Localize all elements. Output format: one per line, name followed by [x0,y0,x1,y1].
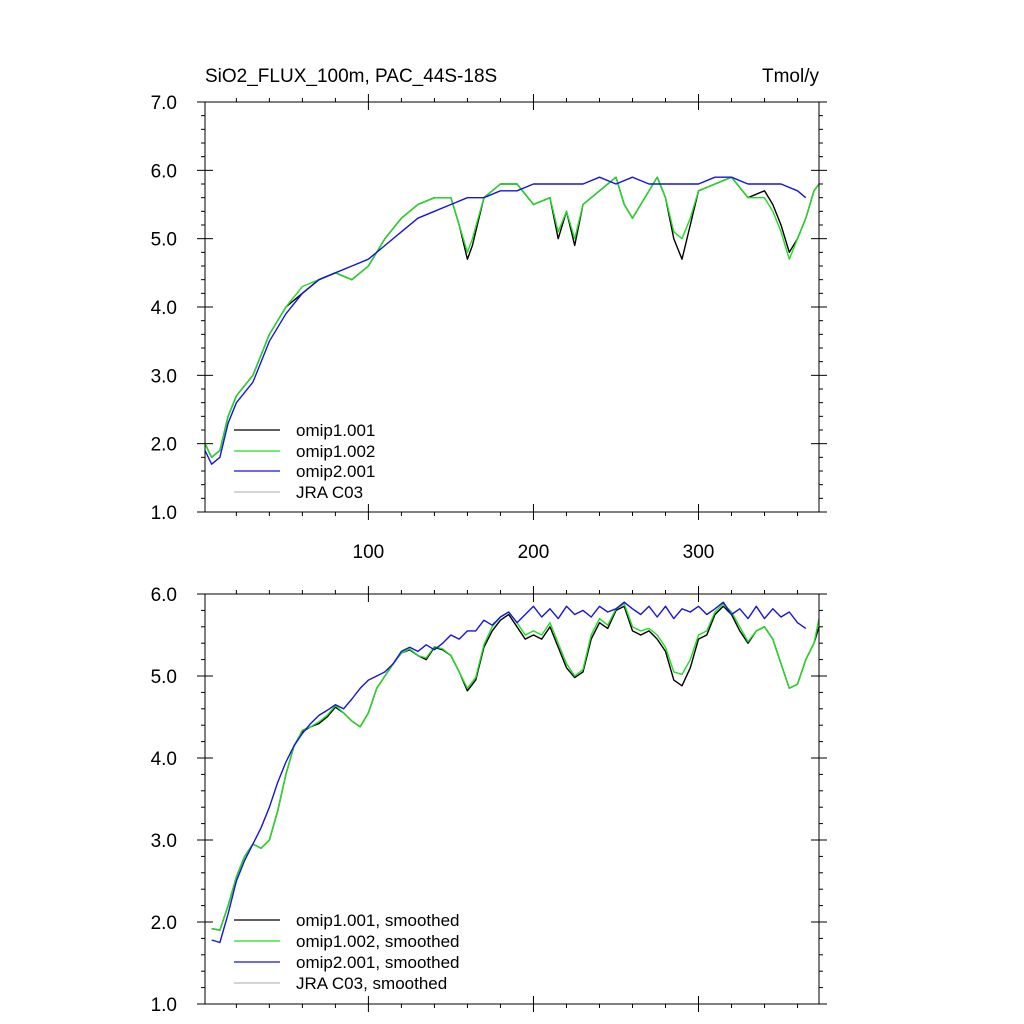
series-line-omip1-002-smoothed [211,603,820,931]
legend-label-omip1-002-smoothed: omip1.002, smoothed [296,932,460,951]
top-y-tick-labels: 1.0 2.0 3.0 4.0 5.0 6.0 7.0 [151,93,177,524]
legend-label-jra-c03-smoothed: JRA C03, smoothed [296,974,447,993]
series-line-omip2-001 [204,176,807,465]
y-tick-label: 5.0 [151,230,177,251]
series-line-omip1-001-smoothed [211,605,820,931]
top-plot-lines [204,176,820,465]
y-tick-label: 3.0 [151,366,177,387]
figure-title: SiO2_FLUX_100m, PAC_44S-18S [205,66,497,87]
top-x-tick-labels: 100 200 300 [353,542,715,563]
bottom-x-ticks [235,586,799,1012]
units-label: Tmol/y [762,66,820,87]
top-legend: omip1.001 omip1.002 omip2.001 JRA C03 [234,421,375,502]
series-line-omip1-002 [204,176,820,458]
bottom-panel: 1.0 2.0 3.0 4.0 5.0 6.0 omip1.001, smoothed o… [151,585,827,1016]
bottom-y-tick-labels: 1.0 2.0 3.0 4.0 5.0 6.0 [151,585,177,1016]
y-tick-label: 7.0 [151,93,177,114]
y-tick-label: 2.0 [151,435,177,456]
top-x-ticks [235,94,799,520]
legend-label-jra-c03: JRA C03 [296,483,363,502]
bottom-plot-lines [211,601,820,944]
y-tick-label: 5.0 [151,667,177,688]
y-tick-label: 4.0 [151,749,177,770]
series-line-omip2-001-smoothed [211,601,807,944]
bottom-plot-frame [204,593,820,1005]
y-tick-label: 6.0 [151,585,177,606]
top-plot-frame [204,101,820,513]
legend-label-omip1-002: omip1.002 [296,442,375,461]
x-tick-label: 300 [683,542,715,563]
y-tick-label: 2.0 [151,913,177,934]
y-tick-label: 4.0 [151,298,177,319]
y-tick-label: 6.0 [151,161,177,182]
x-tick-label: 200 [518,542,550,563]
legend-label-omip2-001-smoothed: omip2.001, smoothed [296,953,460,972]
y-tick-label: 3.0 [151,831,177,852]
legend-label-omip2-001: omip2.001 [296,462,375,481]
legend-label-omip1-001-smoothed: omip1.001, smoothed [296,911,460,930]
top-panel: 1.0 2.0 3.0 4.0 5.0 6.0 7.0 100 200 300 omip1.00… [151,93,827,563]
y-tick-label: 1.0 [151,503,177,524]
bottom-y-ticks [197,593,827,1005]
series-line-omip1-001 [204,176,820,458]
y-tick-label: 1.0 [151,995,177,1016]
bottom-legend: omip1.001, smoothed omip1.002, smoothed … [234,911,460,993]
legend-label-omip1-001: omip1.001 [296,421,375,440]
x-tick-label: 100 [353,542,385,563]
